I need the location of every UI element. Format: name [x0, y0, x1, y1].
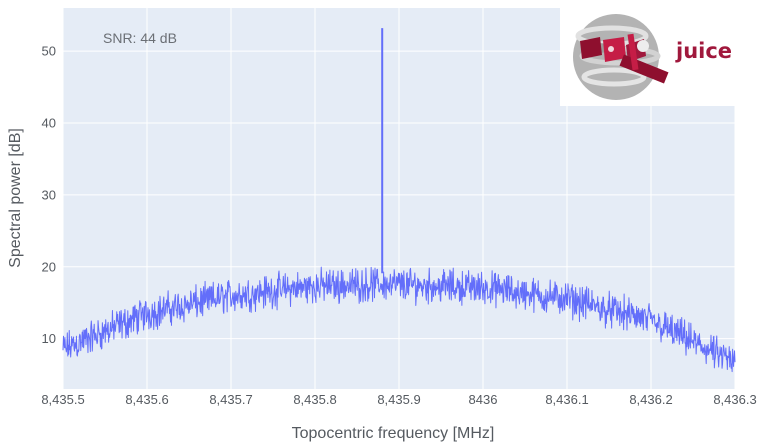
x-tick-label: 8,436.1 [545, 392, 588, 407]
juice-logo: juice [560, 8, 736, 106]
y-tick-label: 10 [42, 331, 56, 346]
x-tick-label: 8,435.8 [293, 392, 336, 407]
snr-annotation: SNR: 44 dB [103, 30, 177, 46]
x-tick-label: 8,435.7 [209, 392, 252, 407]
x-tick-labels: 8,435.5 8,435.6 8,435.7 8,435.8 8,435.9 8436 8… [41, 392, 756, 407]
y-axis-title: Spectral power [dB] [7, 128, 24, 268]
y-tick-label: 40 [42, 116, 56, 131]
y-tick-label: 30 [42, 187, 56, 202]
x-tick-label: 8,436.3 [713, 392, 756, 407]
spectrum-series-line [62, 266, 736, 373]
x-tick-label: 8,435.5 [41, 392, 84, 407]
x-tick-label: 8436 [469, 392, 498, 407]
x-tick-label: 8,435.6 [125, 392, 168, 407]
y-tick-label: 50 [42, 44, 56, 59]
y-tick-label: 20 [42, 259, 56, 274]
x-tick-label: 8,435.9 [377, 392, 420, 407]
x-axis-title: Topocentric frequency [MHz] [292, 425, 495, 442]
y-tick-labels: 10 20 30 40 50 [42, 44, 56, 347]
juice-logo-text: juice [675, 39, 732, 63]
series-layer [62, 28, 736, 373]
x-tick-label: 8,436.2 [629, 392, 672, 407]
juice-logo-emblem [573, 14, 669, 100]
